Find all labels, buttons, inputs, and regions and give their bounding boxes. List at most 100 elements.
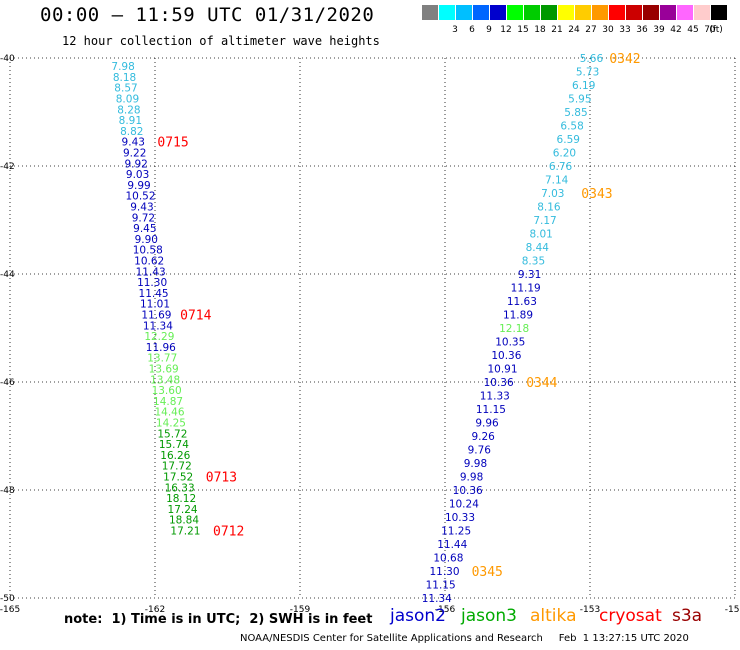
swh-data-point: 8.57 xyxy=(114,83,137,95)
swh-data-point: 7.14 xyxy=(545,175,569,187)
swh-data-point: 11.19 xyxy=(511,283,541,295)
y-tick-label: -42 xyxy=(0,162,15,172)
swh-data-point: 10.58 xyxy=(133,245,163,257)
swh-data-point: 11.63 xyxy=(507,296,537,308)
swh-data-point: 11.25 xyxy=(441,526,471,538)
satellite-s3a: s3a xyxy=(672,606,703,626)
swh-data-point: 9.22 xyxy=(123,148,146,160)
swh-data-point: 13.60 xyxy=(152,385,182,397)
legend-swatch xyxy=(643,5,659,20)
swh-data-point: 9.98 xyxy=(464,458,487,470)
swh-data-point: 5.95 xyxy=(568,94,591,106)
legend-swatch xyxy=(456,5,472,20)
swh-data-point: 18.12 xyxy=(166,493,196,505)
swh-data-point: 12.29 xyxy=(144,331,174,343)
swh-data-point: 11.69 xyxy=(141,310,171,322)
y-tick-label: -40 xyxy=(0,54,15,64)
swh-data-point: 10.52 xyxy=(125,191,155,203)
swh-data-point: 9.26 xyxy=(471,431,495,443)
time-label: 0344 xyxy=(526,376,557,391)
x-tick-label: -153 xyxy=(580,605,600,615)
swh-data-point: 6.58 xyxy=(560,121,583,133)
swh-data-point: 8.44 xyxy=(526,242,550,254)
y-tick-label: -46 xyxy=(0,378,15,388)
time-label: 0712 xyxy=(213,525,244,540)
legend-tick-label: 12 xyxy=(500,25,512,35)
time-label: 0713 xyxy=(206,471,237,486)
time-label: 0345 xyxy=(472,565,503,580)
swh-data-point: 9.43 xyxy=(130,202,153,214)
legend-swatch xyxy=(575,5,591,20)
swh-data-point: 17.21 xyxy=(170,526,200,538)
x-tick-label: -165 xyxy=(0,605,20,615)
swh-data-point: 9.45 xyxy=(133,223,156,235)
x-tick-label: -162 xyxy=(145,605,165,615)
swh-data-point: 12.18 xyxy=(499,323,529,335)
credit-line: NOAA/NESDIS Center for Satellite Applica… xyxy=(240,633,689,644)
swh-data-point: 11.01 xyxy=(140,299,170,311)
legend-tick-label: 33 xyxy=(619,25,631,35)
swh-data-point: 10.33 xyxy=(445,512,475,524)
y-tick-label: -48 xyxy=(0,486,15,496)
legend-swatch xyxy=(524,5,540,20)
swh-data-point: 5.85 xyxy=(564,107,587,119)
swh-data-point: 7.03 xyxy=(541,188,564,200)
swh-data-point: 16.26 xyxy=(160,450,190,462)
swh-data-point: 10.91 xyxy=(487,364,517,376)
swh-data-point: 10.68 xyxy=(433,553,463,565)
time-label: 0714 xyxy=(180,309,211,324)
legend-tick-label: 6 xyxy=(469,25,475,35)
legend-tick-label: 27 xyxy=(585,25,597,35)
legend-tick-label: 39 xyxy=(653,25,665,35)
swh-data-point: 15.72 xyxy=(157,428,187,440)
swh-data-point: 13.48 xyxy=(150,374,180,386)
satellite-jason2: jason2 xyxy=(390,606,446,626)
swh-data-point: 7.98 xyxy=(111,61,134,73)
legend-tick-label: 15 xyxy=(517,25,529,35)
swh-data-point: 11.30 xyxy=(137,277,167,289)
legend-swatch xyxy=(422,5,438,20)
swh-data-point: 9.43 xyxy=(122,137,145,149)
legend-swatch xyxy=(592,5,608,20)
footer-note: note: 1) Time is in UTC; 2) SWH is in fe… xyxy=(64,612,373,627)
swh-data-point: 17.52 xyxy=(163,472,193,484)
swh-data-point: 8.01 xyxy=(529,229,552,241)
swh-data-point: 18.84 xyxy=(169,515,199,527)
legend-swatch xyxy=(626,5,642,20)
swh-data-point: 9.03 xyxy=(126,169,149,181)
swh-data-point: 10.24 xyxy=(449,499,479,511)
swh-data-point: 8.18 xyxy=(113,72,136,84)
swh-data-point: 10.36 xyxy=(484,377,514,389)
swh-data-point: 6.19 xyxy=(572,80,595,92)
legend-tick-label: 21 xyxy=(551,25,563,35)
legend-swatch xyxy=(711,5,727,20)
swh-data-point: 9.96 xyxy=(475,418,499,430)
legend-tick-label: 42 xyxy=(670,25,682,35)
legend-tick-label: 3 xyxy=(452,25,458,35)
legend-tick-label: 18 xyxy=(534,25,546,35)
chart-subtitle: 12 hour collection of altimeter wave hei… xyxy=(62,34,380,48)
legend-swatch xyxy=(507,5,523,20)
swh-data-point: 5.66 xyxy=(580,53,604,65)
swh-data-point: 11.45 xyxy=(139,288,169,300)
swh-data-point: 9.92 xyxy=(124,158,147,170)
swh-data-point: 9.98 xyxy=(460,472,483,484)
legend-tick-label: 24 xyxy=(568,25,580,35)
swh-data-point: 8.28 xyxy=(117,104,140,116)
swh-data-point: 11.43 xyxy=(136,266,166,278)
swh-data-point: 10.35 xyxy=(495,337,525,349)
swh-data-point: 10.62 xyxy=(134,256,164,268)
swh-data-point: 8.09 xyxy=(116,94,139,106)
legend-tick-label: 9 xyxy=(486,25,492,35)
legend-swatch xyxy=(558,5,574,20)
swh-data-point: 11.44 xyxy=(437,539,467,551)
swh-data-point: 11.33 xyxy=(480,391,510,403)
swh-data-point: 8.35 xyxy=(522,256,545,268)
swh-data-point: 9.72 xyxy=(132,212,155,224)
swh-data-point: 9.90 xyxy=(135,234,158,246)
legend-tick-label: 30 xyxy=(602,25,614,35)
legend-swatch xyxy=(439,5,455,20)
swh-data-point: 6.76 xyxy=(549,161,573,173)
swh-data-point: 9.76 xyxy=(468,445,492,457)
